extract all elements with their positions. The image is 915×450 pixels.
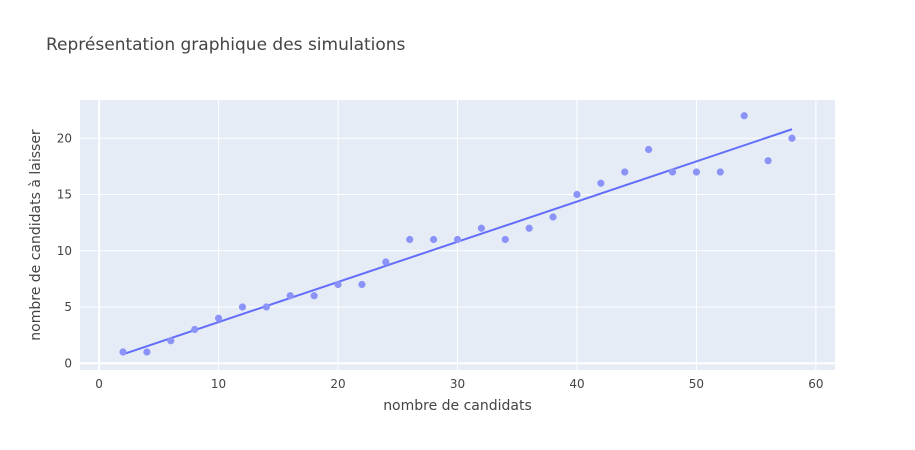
data-point bbox=[143, 348, 151, 356]
data-point bbox=[477, 224, 485, 232]
x-tick-label: 50 bbox=[689, 377, 704, 391]
data-point bbox=[716, 168, 724, 176]
data-point bbox=[668, 168, 677, 176]
data-point bbox=[740, 112, 748, 120]
data-point bbox=[549, 213, 557, 221]
data-point bbox=[597, 179, 605, 187]
chart-title: Représentation graphique des simulations bbox=[46, 35, 406, 55]
data-point bbox=[214, 314, 223, 322]
x-tick-label: 60 bbox=[808, 377, 823, 391]
data-point bbox=[191, 325, 199, 334]
data-point bbox=[645, 145, 653, 154]
data-point bbox=[764, 157, 772, 165]
data-point bbox=[119, 348, 127, 356]
data-point bbox=[692, 168, 701, 176]
y-tick-label: 10 bbox=[57, 244, 72, 258]
data-point bbox=[238, 303, 247, 311]
data-point bbox=[286, 292, 294, 300]
x-tick-labels: 0 10 20 30 40 50 60 bbox=[95, 377, 823, 391]
grid-lines bbox=[80, 100, 835, 370]
data-point bbox=[430, 235, 438, 244]
data-point bbox=[382, 258, 390, 266]
data-point bbox=[621, 168, 629, 176]
data-point bbox=[167, 337, 175, 345]
data-point bbox=[406, 235, 414, 244]
y-tick-label: 5 bbox=[64, 300, 72, 314]
y-tick-label: 20 bbox=[57, 131, 72, 145]
data-point bbox=[453, 235, 462, 244]
data-point bbox=[788, 134, 796, 142]
data-point bbox=[573, 190, 581, 199]
x-tick-label: 0 bbox=[95, 377, 103, 391]
data-point bbox=[501, 235, 509, 244]
y-axis-title: nombre de candidats à laisser bbox=[28, 129, 44, 341]
data-point bbox=[525, 224, 533, 232]
data-point bbox=[358, 280, 366, 289]
x-tick-label: 30 bbox=[450, 377, 465, 391]
data-points bbox=[119, 112, 796, 356]
y-tick-label: 0 bbox=[64, 356, 72, 370]
x-tick-label: 10 bbox=[211, 377, 226, 391]
x-tick-label: 20 bbox=[330, 377, 345, 391]
data-point bbox=[334, 280, 342, 289]
x-axis-title: nombre de candidats bbox=[383, 398, 532, 414]
y-tick-labels: 0 5 10 15 20 bbox=[57, 131, 72, 370]
x-tick-label: 40 bbox=[569, 377, 584, 391]
data-point bbox=[310, 292, 318, 300]
y-tick-label: 15 bbox=[57, 188, 72, 202]
data-point bbox=[262, 303, 270, 311]
